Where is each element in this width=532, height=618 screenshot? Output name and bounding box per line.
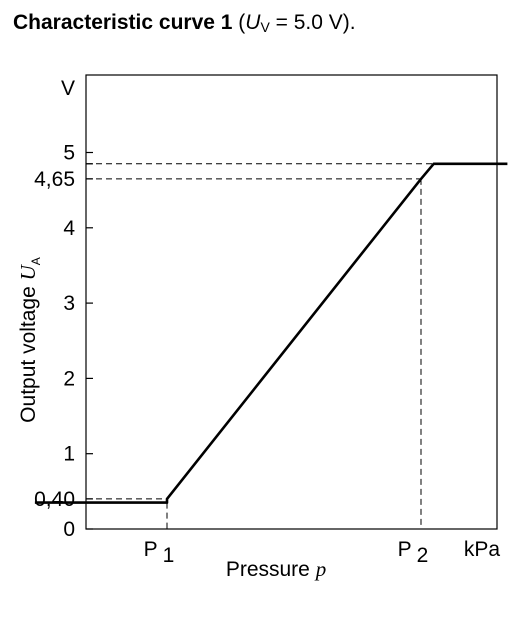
y-tick-label: 1 — [63, 443, 75, 466]
x-tick-sub: 1 — [163, 544, 175, 567]
y-axis-label-var: U — [16, 263, 40, 280]
x-tick-name: P — [144, 538, 158, 561]
x-unit-label: kPa — [464, 538, 501, 561]
y-tick-label: 2 — [63, 367, 75, 390]
x-axis-label-text: Pressure — [226, 558, 316, 581]
x-axis-label-var: p — [314, 557, 327, 581]
title-sub: V — [260, 19, 270, 35]
y-unit-label: V — [61, 77, 75, 100]
title-var: U — [245, 11, 261, 34]
x-axis-label: Pressure p — [226, 557, 326, 581]
title-main: Characteristic curve 1 — [13, 11, 233, 34]
y-tick-label: 3 — [63, 292, 75, 315]
y-tick-label: 0 — [63, 518, 75, 541]
series-line — [34, 162, 508, 504]
y-tick-label: 5 — [63, 142, 75, 165]
y-axis-label-sub: A — [29, 257, 43, 265]
x-tick-name: P — [398, 538, 412, 561]
chart-title: Characteristic curve 1 (UV = 5.0 V). — [13, 8, 356, 42]
y-tick-label: 4 — [63, 217, 75, 240]
title-rest: = 5.0 V). — [269, 11, 356, 34]
y-tick-label: 0,40 — [34, 488, 75, 511]
y-axis-label: Output voltage UA — [16, 257, 43, 423]
y-ticks: 0 0,40 1 2 3 4 4,65 5 — [34, 142, 93, 541]
y-tick-label: 4,65 — [34, 168, 75, 191]
plot-frame — [85, 74, 498, 530]
x-tick-sub: 2 — [417, 544, 429, 567]
y-axis-label-text: Output voltage — [17, 280, 40, 422]
guide-lines — [86, 163, 434, 529]
title-open: ( — [232, 11, 246, 34]
